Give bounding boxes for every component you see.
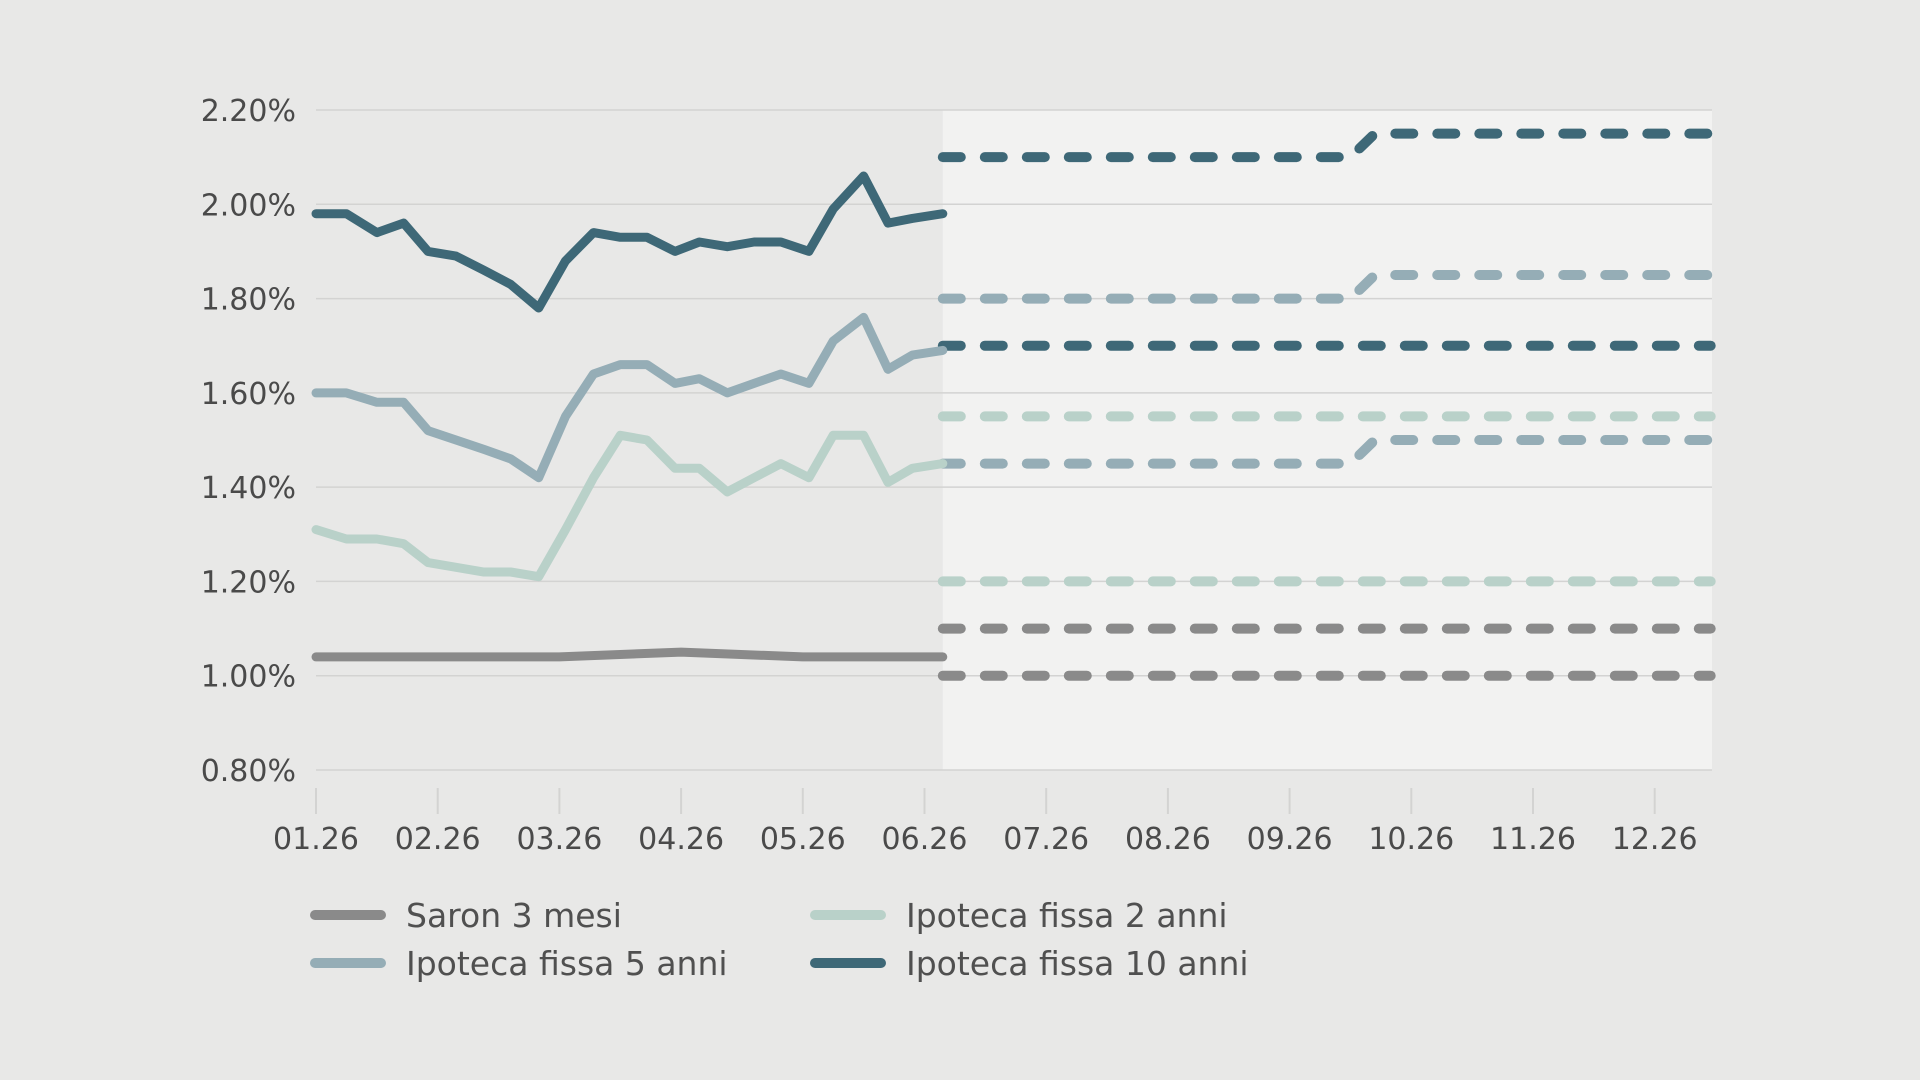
forecast-line-ipoteca_5: [937, 435, 1716, 469]
forecast-lines: [937, 128, 1716, 681]
y-tick-label: 1.20%: [201, 565, 296, 600]
x-tick-label: 04.26: [638, 822, 724, 857]
y-tick-label: 1.60%: [201, 377, 296, 412]
legend-item-ipoteca-2: Ipoteca fissa 2 anni: [810, 895, 1228, 935]
legend-swatch-saron: [310, 910, 386, 920]
x-tick-label: 06.26: [882, 822, 968, 857]
legend-swatch-ipoteca-10: [810, 958, 886, 968]
x-tick-label: 12.26: [1612, 822, 1698, 857]
x-tick-label: 05.26: [760, 822, 846, 857]
x-tick-label: 08.26: [1125, 822, 1211, 857]
y-axis: 0.80% 1.00% 1.20% 1.40% 1.60% 1.80% 2.00% 2.20%: [201, 94, 296, 789]
series-lines: [311, 171, 948, 662]
x-tick-label: 02.26: [395, 822, 481, 857]
y-tick-label: 1.40%: [201, 471, 296, 506]
x-tick-label: 11.26: [1490, 822, 1576, 857]
x-tick-label: 01.26: [273, 822, 359, 857]
x-tick-label: 07.26: [1003, 822, 1089, 857]
legend-item-ipoteca-5: Ipoteca fissa 5 anni: [310, 943, 728, 983]
series-line-saron: [311, 647, 948, 662]
y-tick-label: 1.80%: [201, 283, 296, 318]
legend-label-ipoteca-2: Ipoteca fissa 2 anni: [906, 895, 1228, 935]
legend-label-ipoteca-10: Ipoteca fissa 10 anni: [906, 943, 1249, 983]
legend-label-saron: Saron 3 mesi: [406, 895, 622, 935]
forecast-line-ipoteca_5: [937, 270, 1716, 304]
forecast-line-ipoteca_10: [937, 128, 1716, 163]
y-tick-label: 0.80%: [201, 754, 296, 789]
y-tick-label: 2.20%: [201, 94, 296, 129]
x-axis: 01.26 02.26 03.26 04.26 05.26 06.26 07.26 08.26…: [273, 788, 1698, 857]
y-tick-label: 1.00%: [201, 660, 296, 695]
x-tick-label: 09.26: [1247, 822, 1333, 857]
x-tick-label: 03.26: [516, 822, 602, 857]
x-tick-label: 10.26: [1368, 822, 1454, 857]
grid-lines: [316, 109, 1712, 771]
series-line-ipoteca_5: [311, 312, 948, 483]
legend-swatch-ipoteca-2: [810, 910, 886, 920]
series-line-ipoteca_2: [311, 430, 948, 582]
legend-item-ipoteca-10: Ipoteca fissa 10 anni: [810, 943, 1249, 983]
legend-swatch-ipoteca-5: [310, 958, 386, 968]
series-line-ipoteca_10: [311, 171, 948, 313]
y-tick-label: 2.00%: [201, 188, 296, 223]
legend-label-ipoteca-5: Ipoteca fissa 5 anni: [406, 943, 728, 983]
chart-legend: Saron 3 mesi Ipoteca fissa 2 anni Ipotec…: [310, 895, 1310, 995]
legend-item-saron: Saron 3 mesi: [310, 895, 622, 935]
